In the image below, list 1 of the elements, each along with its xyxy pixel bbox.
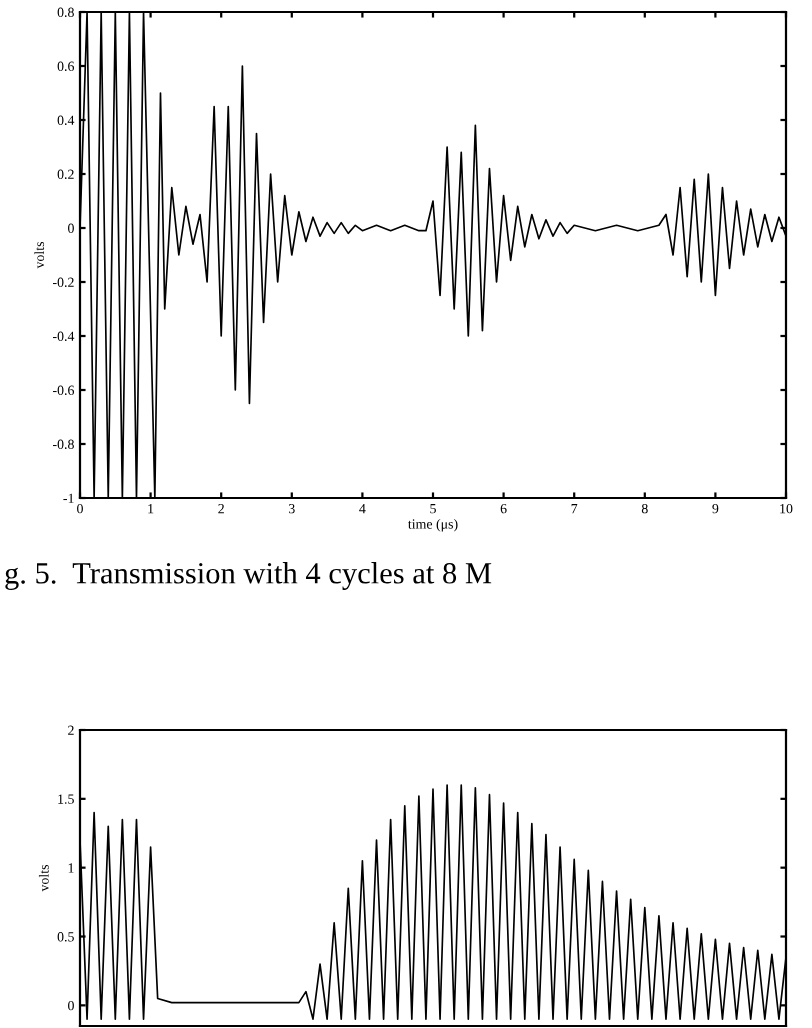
text: g. 5. Transmission with 4 cycles at 8 M xyxy=(5,562,492,590)
